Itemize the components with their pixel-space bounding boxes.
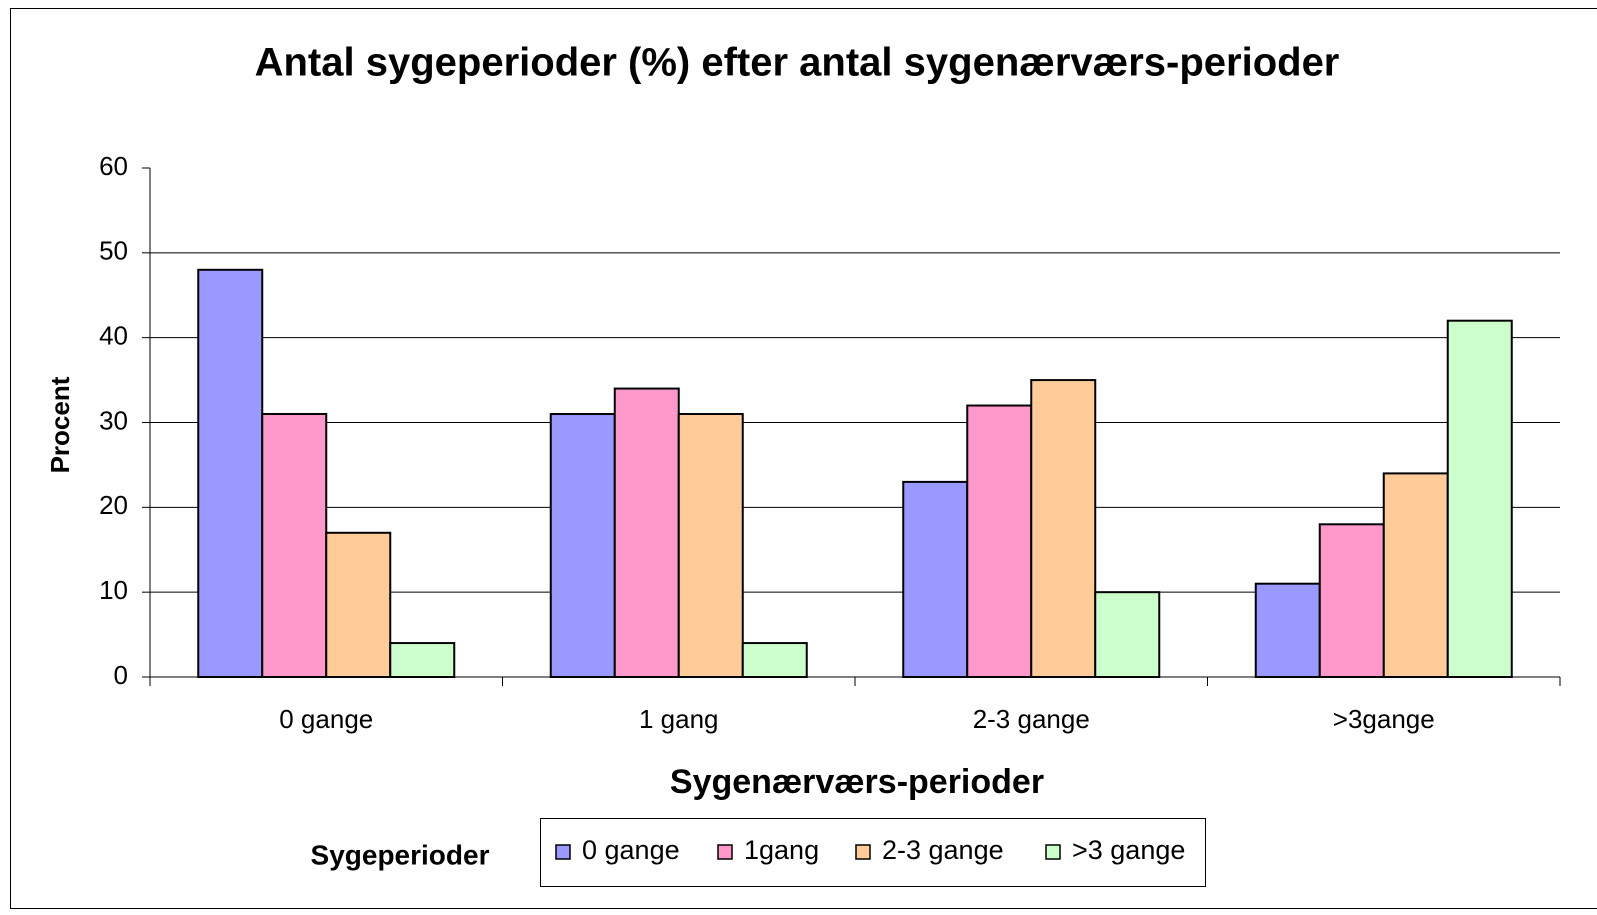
legend-label: 1gang: [744, 835, 819, 865]
legend-title: Sygeperioder: [311, 839, 490, 870]
x-tick-label: 0 gange: [279, 704, 373, 734]
y-tick-label: 10: [99, 575, 128, 605]
legend-label: >3 gange: [1072, 835, 1185, 865]
y-tick-label: 60: [99, 151, 128, 181]
bar: [1318, 523, 1385, 678]
x-tick-label: >3gange: [1333, 704, 1435, 734]
y-tick-label: 0: [114, 660, 128, 690]
bar: [549, 413, 616, 678]
y-tick-label: 20: [99, 490, 128, 520]
legend-swatch: [555, 844, 571, 860]
bar: [197, 268, 264, 678]
legend-label: 2-3 gange: [882, 835, 1004, 865]
x-tick-label: 1 gang: [639, 704, 719, 734]
bar: [1254, 582, 1321, 679]
bar: [677, 413, 744, 678]
y-axis-label: Procent: [45, 376, 75, 473]
bar: [1382, 472, 1449, 678]
bar: [613, 387, 680, 678]
bar: [325, 531, 392, 678]
bar: [902, 480, 969, 678]
bar: [966, 404, 1033, 678]
legend-box: [540, 818, 1206, 887]
bar: [741, 642, 808, 678]
x-axis-label: Sygenærværs-perioder: [670, 763, 1044, 801]
legend-swatch: [717, 844, 733, 860]
x-tick-label: 2-3 gange: [973, 704, 1090, 734]
legend-swatch: [1045, 844, 1061, 860]
bar: [261, 413, 328, 678]
chart-title: Antal sygeperioder (%) efter antal sygen…: [255, 41, 1340, 85]
legend-swatch: [855, 844, 871, 860]
y-tick-label: 50: [99, 236, 128, 266]
y-tick-label: 30: [99, 405, 128, 435]
bar: [389, 642, 456, 678]
bar: [1446, 319, 1513, 678]
bar: [1030, 379, 1097, 678]
legend-label: 0 gange: [582, 835, 680, 865]
bar: [1094, 591, 1161, 679]
y-tick-label: 40: [99, 321, 128, 351]
